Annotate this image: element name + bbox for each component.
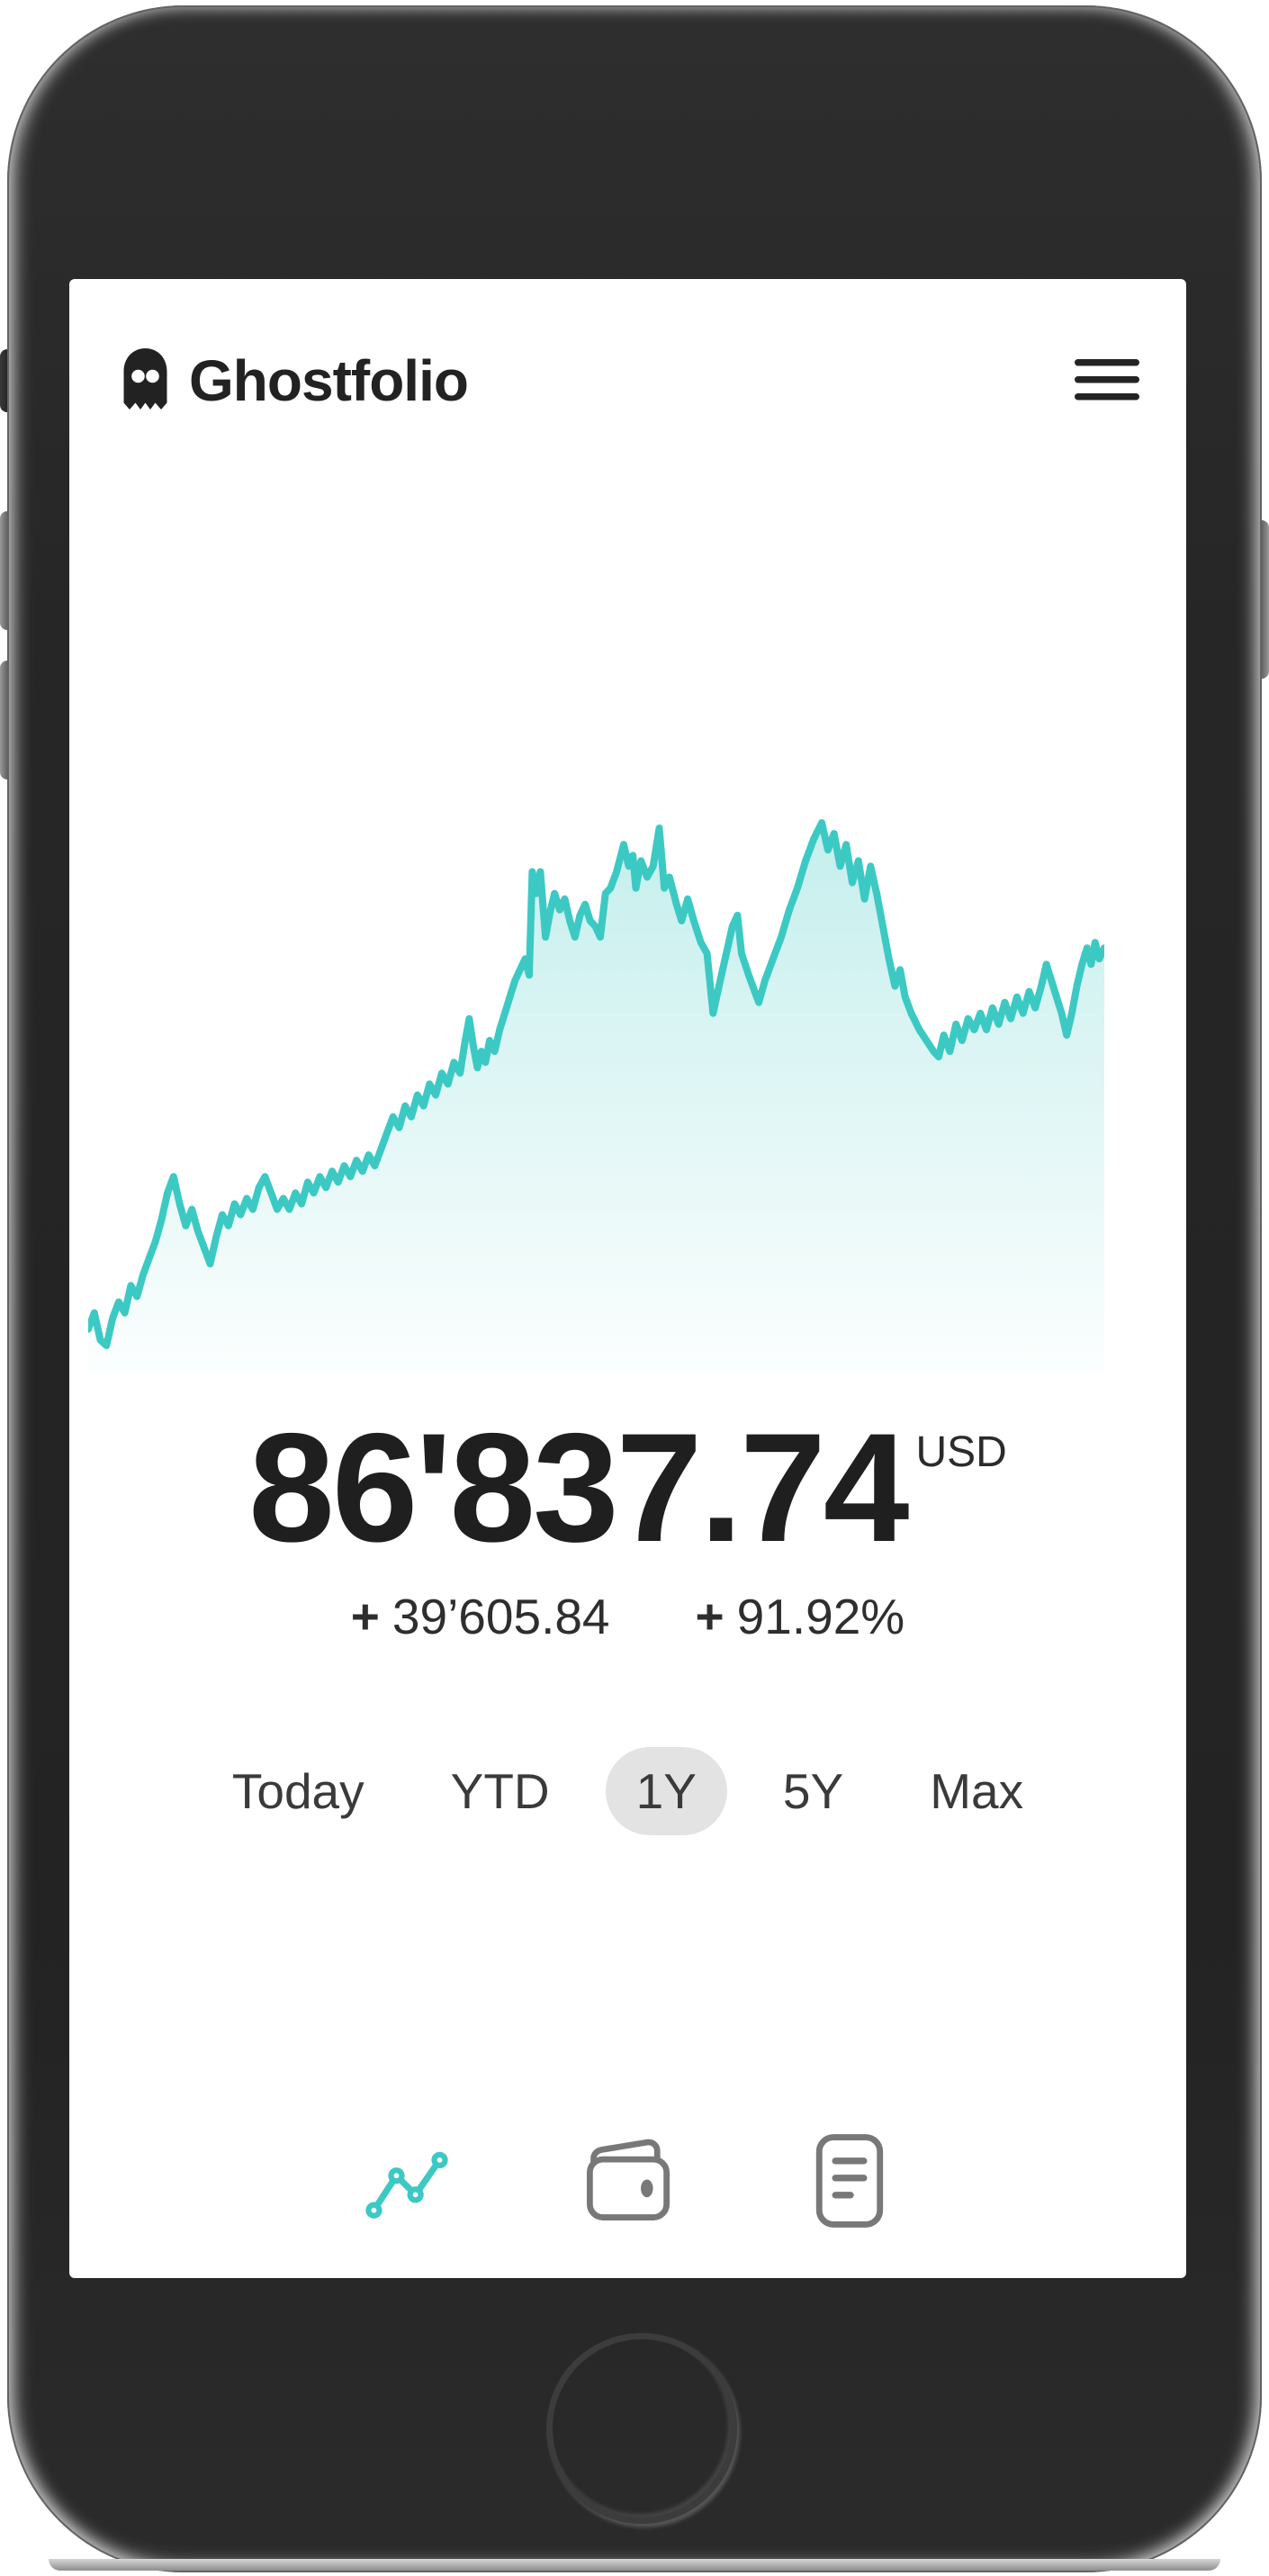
change-row: + 39’605.84 + 91.92% xyxy=(69,1584,1186,1649)
bottom-nav xyxy=(69,2131,1186,2232)
app-logo: Ghostfolio xyxy=(120,347,469,415)
home-button[interactable] xyxy=(546,2333,737,2524)
page-title: Ghostfolio xyxy=(189,348,469,413)
portfolio-value: 86'837.74 xyxy=(248,1401,909,1574)
menu-button[interactable] xyxy=(1069,354,1145,409)
app-screen: Ghostfolio xyxy=(69,279,1186,2278)
range-selector: Today YTD 1Y 5Y Max xyxy=(69,1744,1186,1838)
nav-overview-button[interactable] xyxy=(357,2131,456,2232)
hamburger-icon xyxy=(1075,358,1139,403)
range-button-5y[interactable]: 5Y xyxy=(752,1747,874,1835)
change-percent: + 91.92% xyxy=(696,1588,905,1645)
plus-sign-icon: + xyxy=(695,1589,724,1644)
range-button-max[interactable]: Max xyxy=(899,1747,1054,1835)
currency-label: USD xyxy=(915,1428,1007,1476)
change-percent-value: 91.92% xyxy=(736,1589,905,1644)
phone-frame: Ghostfolio xyxy=(7,5,1262,2572)
app-header: Ghostfolio xyxy=(69,322,1186,439)
change-absolute-value: 39’605.84 xyxy=(392,1589,610,1644)
nav-activities-button[interactable] xyxy=(800,2131,899,2232)
performance-chart[interactable] xyxy=(88,812,1104,1373)
portfolio-value-block: 86'837.74 USD xyxy=(69,1401,1186,1574)
range-button-ytd[interactable]: YTD xyxy=(420,1747,580,1835)
bottom-metal-rim xyxy=(49,2559,1220,2571)
wallet-icon xyxy=(581,2134,675,2230)
reader-icon xyxy=(814,2132,885,2232)
range-button-today[interactable]: Today xyxy=(202,1747,395,1835)
plus-sign-icon: + xyxy=(350,1589,380,1644)
ghostfolio-logo-icon xyxy=(120,347,171,415)
analytics-icon xyxy=(362,2136,452,2229)
nav-accounts-button[interactable] xyxy=(579,2131,678,2232)
range-button-1y[interactable]: 1Y xyxy=(605,1747,727,1835)
change-absolute: + 39’605.84 xyxy=(351,1588,610,1645)
